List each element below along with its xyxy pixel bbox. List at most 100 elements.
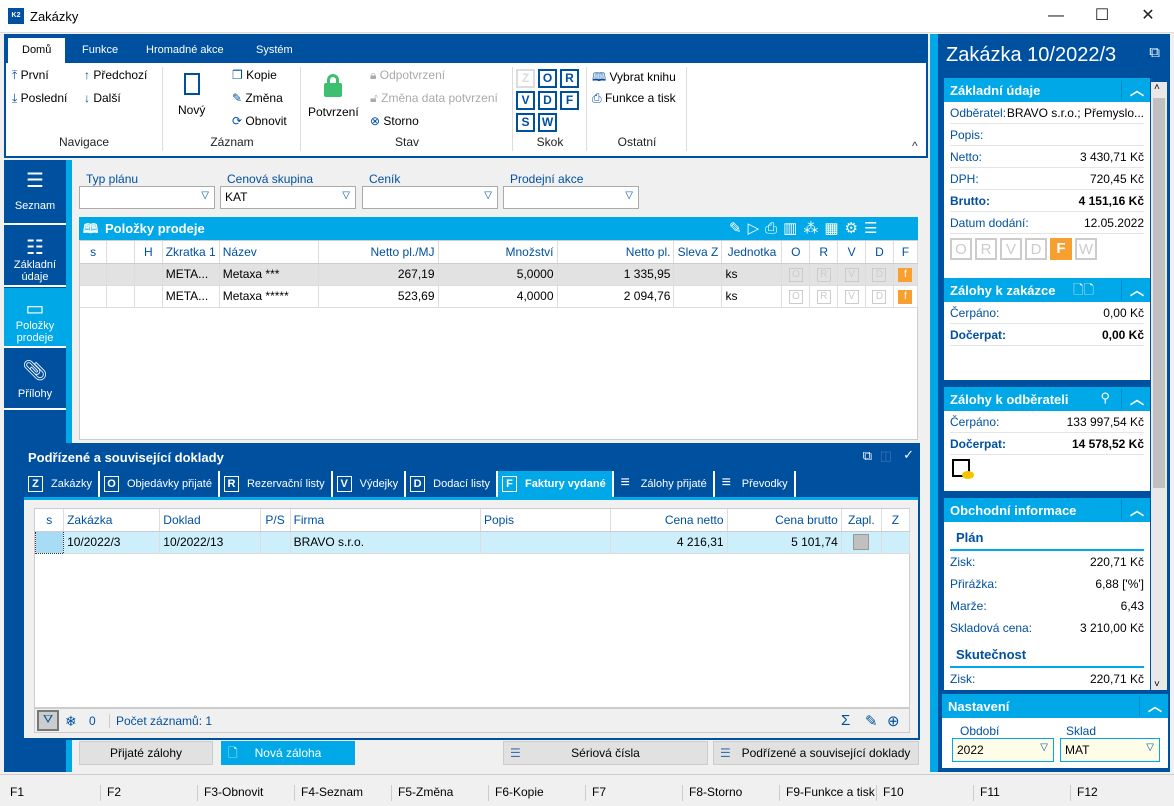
col-firma[interactable]: Firma — [290, 509, 481, 532]
sklad-select[interactable]: MAT ▽ — [1060, 738, 1160, 762]
fkey[interactable]: F7 — [585, 785, 606, 801]
fkey[interactable]: F1 — [10, 785, 25, 799]
tab-domu[interactable]: Domů — [8, 38, 66, 63]
tab-objednavky-prijate[interactable]: O Objedávky přijaté — [99, 471, 220, 497]
collapse-icon[interactable]: ︿ — [1121, 500, 1144, 520]
snowflake-icon[interactable]: ❄ — [65, 713, 77, 729]
col-s[interactable]: s — [80, 241, 108, 264]
fkey[interactable]: F5-Změna — [391, 785, 453, 801]
typ-planu-select[interactable]: ▽ — [79, 186, 215, 209]
col-o[interactable]: O — [781, 241, 811, 264]
tab-vydejky[interactable]: V Výdejky — [332, 471, 407, 497]
col-f[interactable]: F — [893, 241, 919, 264]
jump-d-button[interactable]: D — [538, 91, 557, 110]
tab-system[interactable]: Systém — [256, 44, 293, 56]
obdobi-select[interactable]: 2022 ▽ — [952, 738, 1054, 762]
chart-icon[interactable]: ▥ — [783, 220, 804, 237]
col-d[interactable]: D — [865, 241, 894, 264]
col-zakazka[interactable]: Zakázka — [63, 509, 161, 532]
sum-icon[interactable]: Σ — [841, 712, 851, 729]
panel-splitter[interactable] — [930, 34, 938, 772]
confirm-button[interactable]: Potvrzení — [308, 73, 359, 119]
filter-icon[interactable]: ⛛ — [37, 710, 59, 731]
functions-print-button[interactable]: ⎙ Funkce a tisk — [592, 91, 676, 105]
seriova-cisla-button[interactable]: ☰ Sériová čísla — [503, 741, 708, 765]
jump-v-button[interactable]: V — [516, 91, 535, 110]
fkey[interactable]: F8-Storno — [682, 785, 742, 801]
table-row[interactable]: META... Metaxa *** 267,19 5,0000 1 335,9… — [80, 263, 919, 286]
col-doklad[interactable]: Doklad — [159, 509, 261, 532]
change-confirm-date-button[interactable]: 🔓︎ Změna data potvrzení — [370, 91, 498, 105]
nav-polozky-prodeje[interactable]: ▭ Položky prodeje — [4, 288, 66, 348]
nav-zakladni-udaje[interactable]: ☷ Základní údaje — [4, 227, 66, 287]
col-z[interactable]: Z — [881, 509, 911, 532]
col-h[interactable]: H — [134, 241, 163, 264]
col-netto-mj[interactable]: Netto pl./MJ — [318, 241, 439, 264]
col-popis[interactable]: Popis — [480, 509, 612, 532]
change-button[interactable]: ✎ Změna — [232, 91, 283, 105]
tab-dodaci-listy[interactable]: D Dodací listy — [406, 471, 498, 497]
prodejni-akce-select[interactable]: ▽ — [503, 186, 639, 209]
jump-r-button[interactable]: R — [560, 69, 579, 88]
collapse-ribbon-icon[interactable]: ^ — [912, 139, 918, 153]
pencil-icon[interactable]: ✎ — [865, 713, 878, 730]
col-s[interactable]: s — [35, 509, 65, 532]
columns-icon[interactable]: ▦ — [824, 220, 845, 237]
tab-zalohy-prijate[interactable]: ≡ Zálohy přijaté — [613, 471, 715, 497]
scroll-up-icon[interactable]: ˄ — [1154, 82, 1160, 93]
customer-value[interactable]: BRAVO s.r.o.; Přemyslo... — [1006, 105, 1144, 120]
col-mnozstvi[interactable]: Množství — [438, 241, 558, 264]
jump-z-button[interactable]: Z — [516, 69, 535, 88]
nova-zaloha-button[interactable]: 🗋 Nová záloha — [221, 741, 355, 765]
maximize-button[interactable]: ☐ — [1094, 7, 1110, 24]
collapse-icon[interactable]: ︿ — [1139, 696, 1162, 716]
tab-funkce[interactable]: Funkce — [82, 44, 119, 56]
col-netto[interactable]: Netto pl. — [557, 241, 675, 264]
paid-checkbox[interactable] — [853, 534, 870, 550]
col-ps[interactable]: P/S — [260, 509, 291, 532]
settings-icon[interactable]: ⚙ — [844, 220, 864, 237]
jump-f-button[interactable]: F — [560, 91, 579, 110]
printer-icon[interactable]: ⎙ — [765, 220, 784, 237]
tab-rezervacni-listy[interactable]: R Rezervační listy — [219, 471, 333, 497]
edit-list-icon[interactable]: ✎ — [729, 220, 748, 237]
document-icon[interactable]: 🗋🗋 — [1073, 282, 1094, 297]
menu-icon[interactable]: ☰ — [863, 220, 884, 237]
fkey[interactable]: F9-Funkce a tisk — [779, 785, 875, 801]
refresh-button[interactable]: ⟳ Obnovit — [232, 114, 287, 128]
first-button[interactable]: ⤒ První — [12, 68, 49, 82]
podrizene-doklady-button[interactable]: ☰ Podřízené a související doklady — [713, 741, 919, 765]
col-jednotka[interactable]: Jednotka — [721, 241, 783, 264]
right-panel-scrollbar[interactable]: ˄ ˅ — [1151, 82, 1167, 690]
jump-s-button[interactable]: S — [516, 113, 535, 132]
cenova-skupina-select[interactable]: KAT ▽ — [220, 186, 356, 209]
prijate-zalohy-button[interactable]: Přijaté zálohy — [79, 741, 213, 765]
filter-group-icon[interactable]: ⁂ — [803, 220, 825, 237]
new-button[interactable]: Nový — [178, 73, 205, 117]
fkey[interactable]: F10 — [876, 785, 904, 801]
col-sleva[interactable]: Sleva Z — [673, 241, 723, 264]
close-button[interactable]: ✕ — [1141, 7, 1155, 24]
fkey[interactable]: F11 — [973, 785, 1000, 801]
jump-w-button[interactable]: W — [538, 113, 557, 132]
fkey[interactable]: F6-Kopie — [488, 785, 544, 801]
tab-prevodky[interactable]: ≡ Převodky — [714, 471, 796, 497]
collapse-icon[interactable]: ︿ — [1121, 80, 1144, 100]
table-row[interactable]: 10/2022/3 10/2022/13 BRAVO s.r.o. 4 216,… — [34, 530, 911, 554]
tab-zakazky[interactable]: Z Zakázky — [24, 471, 100, 497]
col-nazev[interactable]: Název — [219, 241, 320, 264]
table-row[interactable]: META... Metaxa ***** 523,69 4,0000 2 094… — [80, 285, 919, 308]
person-icon[interactable]: ⚲ — [1100, 390, 1110, 405]
minimize-button[interactable]: — — [1048, 7, 1064, 24]
fkey[interactable]: F2 — [100, 785, 121, 801]
tab-hromadne-akce[interactable]: Hromadné akce — [146, 44, 224, 56]
col-zapl[interactable]: Zapl. — [841, 509, 882, 532]
collapse-icon[interactable]: ︿ — [1121, 280, 1144, 300]
col-cena-netto[interactable]: Cena netto — [610, 509, 728, 532]
col-cena-brutto[interactable]: Cena brutto — [727, 509, 842, 532]
fkey[interactable]: F3-Obnovit — [197, 785, 263, 801]
collapse-icon[interactable]: ︿ — [1121, 389, 1144, 409]
col-r[interactable]: R — [809, 241, 839, 264]
tab-faktury-vydane[interactable]: F Faktury vydané — [498, 471, 614, 497]
nav-seznam[interactable]: ☰ Seznam — [4, 160, 66, 225]
